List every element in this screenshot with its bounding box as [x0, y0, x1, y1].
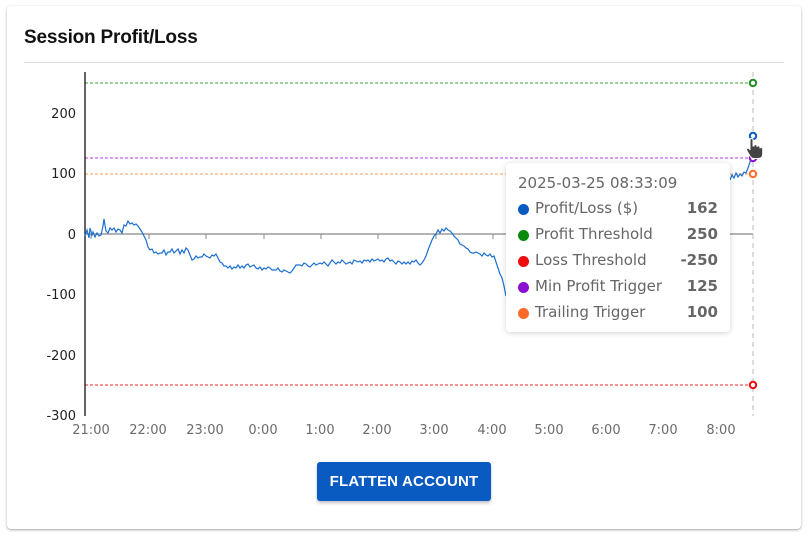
svg-text:21:00: 21:00: [72, 423, 109, 438]
svg-text:22:00: 22:00: [129, 423, 166, 438]
min-profit-trigger-dot-icon: [518, 282, 529, 293]
tooltip-row-min-profit-trigger: Min Profit Trigger 125: [518, 277, 718, 299]
svg-text:7:00: 7:00: [648, 423, 677, 438]
chart-tooltip: 2025-03-25 08:33:09 Profit/Loss ($) 162 …: [506, 163, 730, 332]
tooltip-row-pl: Profit/Loss ($) 162: [518, 199, 718, 221]
svg-text:100: 100: [51, 167, 76, 182]
loss-threshold-marker: [748, 380, 758, 390]
trailing-trigger-dot-icon: [518, 308, 529, 319]
loss-threshold-dot-icon: [518, 256, 529, 267]
profit-threshold-marker: [748, 78, 758, 88]
svg-text:200: 200: [51, 107, 76, 122]
pl-line: [84, 218, 507, 297]
svg-text:-300: -300: [46, 409, 76, 424]
svg-text:8:00: 8:00: [706, 423, 735, 438]
svg-text:5:00: 5:00: [534, 423, 563, 438]
svg-text:0:00: 0:00: [248, 423, 277, 438]
svg-text:-100: -100: [46, 288, 76, 303]
pl-dot-icon: [518, 204, 529, 215]
tooltip-row-loss-threshold: Loss Threshold -250: [518, 251, 718, 273]
card-title: Session Profit/Loss: [24, 27, 198, 48]
svg-text:6:00: 6:00: [591, 423, 620, 438]
flatten-account-button[interactable]: FLATTEN ACCOUNT: [317, 462, 491, 501]
x-tick-labels: 21:00 22:00 23:00 0:00 1:00 2:00 3:00 4:…: [72, 423, 735, 438]
svg-text:23:00: 23:00: [186, 423, 223, 438]
hand-cursor-icon: [745, 138, 764, 159]
profit-threshold-dot-icon: [518, 230, 529, 241]
svg-text:2:00: 2:00: [362, 423, 391, 438]
y-tick-labels: 200 100 0 -100 -200 -300: [46, 107, 76, 424]
zero-line-ticks: [90, 234, 494, 239]
svg-text:4:00: 4:00: [477, 423, 506, 438]
pl-line-tail: [729, 135, 754, 181]
title-divider: [24, 62, 784, 63]
svg-text:0: 0: [68, 228, 76, 243]
tooltip-row-trailing-trigger: Trailing Trigger 100: [518, 303, 718, 325]
svg-text:1:00: 1:00: [305, 423, 334, 438]
tooltip-timestamp: 2025-03-25 08:33:09: [518, 174, 678, 192]
trailing-trigger-marker: [748, 169, 758, 179]
tooltip-row-profit-threshold: Profit Threshold 250: [518, 225, 718, 247]
svg-text:-200: -200: [46, 349, 76, 364]
svg-text:3:00: 3:00: [419, 423, 448, 438]
